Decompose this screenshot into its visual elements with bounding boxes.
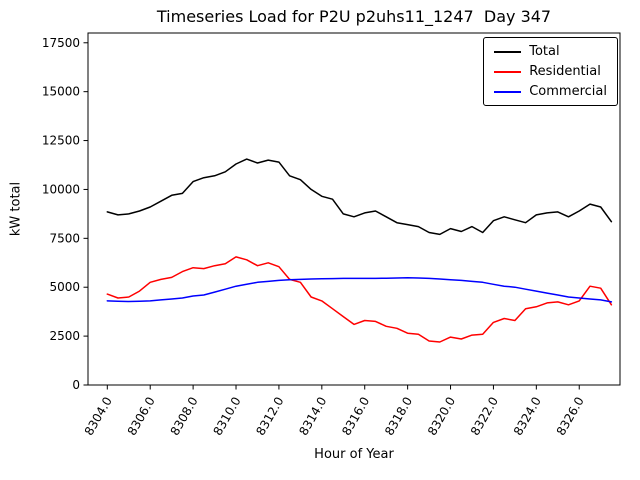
- svg-text:10000: 10000: [42, 182, 80, 196]
- svg-text:8306.0: 8306.0: [125, 395, 158, 438]
- svg-text:8322.0: 8322.0: [468, 395, 501, 438]
- svg-text:8314.0: 8314.0: [296, 395, 329, 438]
- svg-text:2500: 2500: [49, 329, 80, 343]
- x-axis-label: Hour of Year: [314, 447, 394, 462]
- svg-text:5000: 5000: [49, 280, 80, 294]
- legend-label-total: Total: [529, 44, 560, 59]
- legend-line-residential: [494, 70, 522, 73]
- legend-item-total: Total: [494, 45, 607, 58]
- legend-label-commercial: Commercial: [529, 84, 607, 99]
- y-axis-label: kW total: [8, 181, 24, 237]
- svg-text:17500: 17500: [42, 36, 80, 50]
- svg-text:8320.0: 8320.0: [425, 395, 458, 438]
- legend-item-commercial: Commercial: [494, 85, 607, 98]
- svg-text:8310.0: 8310.0: [210, 395, 243, 438]
- legend-line-total: [494, 50, 522, 53]
- svg-text:8324.0: 8324.0: [511, 395, 544, 438]
- svg-text:8316.0: 8316.0: [339, 395, 372, 438]
- legend-item-residential: Residential: [494, 65, 607, 78]
- svg-text:15000: 15000: [42, 85, 80, 99]
- svg-text:0: 0: [72, 378, 80, 392]
- svg-text:8304.0: 8304.0: [82, 395, 115, 438]
- legend-label-residential: Residential: [529, 64, 601, 79]
- svg-text:7500: 7500: [49, 231, 80, 245]
- svg-text:8308.0: 8308.0: [168, 395, 201, 438]
- svg-text:8318.0: 8318.0: [382, 395, 415, 438]
- svg-text:12500: 12500: [42, 134, 80, 148]
- svg-text:8326.0: 8326.0: [554, 395, 587, 438]
- legend: Total Residential Commercial: [483, 37, 618, 106]
- svg-text:8312.0: 8312.0: [253, 395, 286, 438]
- chart-title: Timeseries Load for P2U p2uhs11_1247 Day…: [156, 7, 552, 26]
- legend-line-commercial: [494, 90, 522, 93]
